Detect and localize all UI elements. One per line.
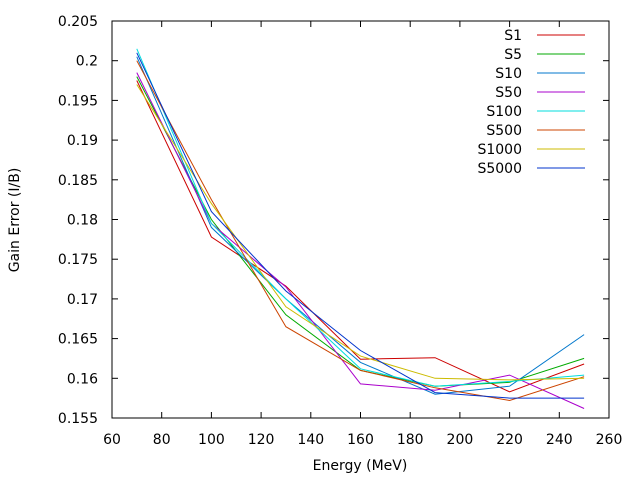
- axis-ticks: 60 80 100 120 140 160 180 200 220 240 260 0.155 0.16…: [58, 14, 622, 448]
- x-tick-label: 220: [496, 432, 523, 448]
- x-tick-label: 140: [297, 432, 324, 448]
- x-tick-label: 100: [198, 432, 225, 448]
- x-tick-label: 200: [447, 432, 474, 448]
- y-tick-label: 0.19: [67, 133, 98, 149]
- series-line-s10: [136, 56, 585, 395]
- y-tick-label: 0.165: [58, 332, 98, 348]
- series-line-s1000: [136, 84, 585, 381]
- y-tick-label: 0.16: [67, 371, 98, 387]
- legend-label-s1: S1: [504, 28, 522, 44]
- x-tick-label: 80: [153, 432, 171, 448]
- x-tick-label: 60: [103, 432, 121, 448]
- legend-label-s50: S50: [495, 85, 522, 101]
- x-tick-label: 180: [397, 432, 424, 448]
- legend-label-s10: S10: [495, 66, 522, 82]
- x-tick-label: 120: [248, 432, 275, 448]
- y-tick-label: 0.205: [58, 14, 98, 30]
- plot-frame: [111, 20, 610, 419]
- legend-label-s5000: S5000: [477, 161, 522, 177]
- series-line-s500: [136, 60, 585, 402]
- x-tick-label: 160: [347, 432, 374, 448]
- x-tick-label: 240: [546, 432, 573, 448]
- y-tick-label: 0.2: [76, 54, 98, 70]
- y-tick-label: 0.175: [58, 252, 98, 268]
- y-tick-label: 0.195: [58, 93, 98, 109]
- y-axis-title: Gain Error (I/B): [7, 168, 23, 273]
- y-tick-label: 0.17: [67, 292, 98, 308]
- x-tick-label: 260: [596, 432, 623, 448]
- series-line-s5000: [136, 52, 585, 399]
- series-line-s100: [136, 48, 585, 387]
- series-lines: [136, 48, 585, 409]
- legend-label-s1000: S1000: [477, 142, 522, 158]
- legend: S1 S5 S10 S50 S100 S500 S1000 S5000: [477, 28, 585, 177]
- legend-label-s500: S500: [486, 123, 522, 139]
- series-line-s1: [136, 80, 585, 393]
- x-axis-title: Energy (MeV): [313, 458, 408, 474]
- y-tick-label: 0.185: [58, 173, 98, 189]
- y-tick-label: 0.155: [58, 411, 98, 427]
- legend-label-s100: S100: [486, 104, 522, 120]
- legend-label-s5: S5: [504, 47, 522, 63]
- y-tick-label: 0.18: [67, 213, 98, 229]
